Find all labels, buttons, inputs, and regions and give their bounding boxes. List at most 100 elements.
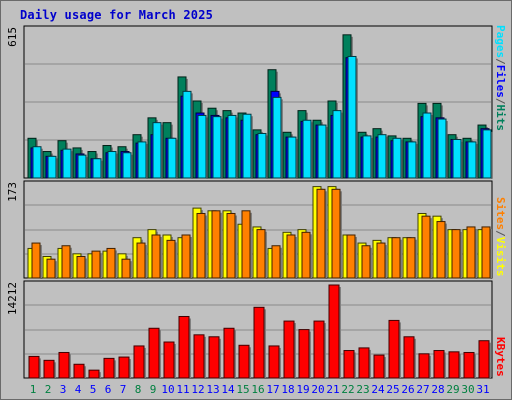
day-label: 31 <box>476 383 489 396</box>
pages-bar <box>482 129 492 179</box>
day-label: 15 <box>236 383 249 396</box>
day-label: 2 <box>45 383 52 396</box>
sites-bar <box>466 226 476 279</box>
middle-ymax-label: 173 <box>6 182 19 202</box>
kbytes-bar <box>388 319 400 379</box>
pages-bar <box>62 148 72 179</box>
kbytes-bar <box>58 351 70 379</box>
kbytes-bar <box>133 345 145 379</box>
kbytes-bar <box>298 329 310 379</box>
sites-bar <box>406 237 416 279</box>
kbytes-bar <box>118 356 130 379</box>
kbytes-bar <box>463 351 475 379</box>
kbytes-bar <box>193 334 205 379</box>
pages-bar <box>182 90 192 179</box>
pages-bar <box>317 124 327 179</box>
pages-bar <box>242 113 252 179</box>
sites-bar <box>181 234 191 279</box>
legend-hits: Hits <box>494 104 507 132</box>
day-label: 11 <box>176 383 189 396</box>
middle-legend: Sites/Visits <box>494 197 507 277</box>
sites-bar <box>61 245 71 279</box>
pages-bar <box>452 138 462 179</box>
pages-bar <box>467 141 477 179</box>
sites-bar <box>211 210 221 279</box>
day-label: 12 <box>191 383 204 396</box>
sites-bar <box>106 247 116 279</box>
pages-bar <box>47 155 57 179</box>
sites-bar <box>436 221 446 279</box>
sites-bar <box>31 242 41 279</box>
day-label: 14 <box>221 383 235 396</box>
day-label: 22 <box>341 383 354 396</box>
day-label: 21 <box>326 383 339 396</box>
pages-bar <box>392 137 402 179</box>
pages-bar <box>287 136 297 179</box>
sites-bar <box>241 210 251 279</box>
day-label: 19 <box>296 383 309 396</box>
day-label: 28 <box>431 383 444 396</box>
sites-bar <box>451 229 461 279</box>
day-label: 27 <box>416 383 429 396</box>
top-ymax-label: 615 <box>6 27 19 47</box>
day-label: 1 <box>30 383 37 396</box>
pages-bar <box>32 146 42 179</box>
pages-bar <box>257 132 267 179</box>
kbytes-bar <box>328 284 340 379</box>
bottom-legend: KBytes <box>494 337 507 377</box>
day-label: 26 <box>401 383 414 396</box>
day-label: 4 <box>75 383 82 396</box>
sites-bar <box>481 226 491 279</box>
legend-pages: Pages <box>494 25 507 59</box>
kbytes-bar <box>418 353 430 379</box>
legend-sites: Sites <box>494 197 507 231</box>
top-legend: Pages/Files/Hits <box>494 25 507 131</box>
pages-bar <box>167 137 177 179</box>
kbytes-bar <box>103 357 115 379</box>
kbytes-bar <box>28 355 40 379</box>
kbytes-bar <box>403 336 415 379</box>
pages-bar <box>107 151 117 179</box>
pages-bar <box>302 119 312 179</box>
legend-kbytes: KBytes <box>494 337 507 377</box>
day-label: 20 <box>311 383 324 396</box>
pages-bar <box>377 134 387 179</box>
day-label: 8 <box>135 383 142 396</box>
kbytes-bar <box>238 344 250 379</box>
day-label: 13 <box>206 383 219 396</box>
kbytes-bar <box>373 354 385 379</box>
kbytes-bar <box>208 336 220 379</box>
day-label: 24 <box>371 383 385 396</box>
day-label: 5 <box>90 383 97 396</box>
sites-bar <box>271 245 281 279</box>
sites-bar <box>421 215 431 279</box>
pages-bar <box>332 110 342 179</box>
pages-bar <box>197 114 207 179</box>
sites-bar <box>196 212 206 279</box>
pages-bar <box>152 122 162 179</box>
sites-bar <box>121 258 131 279</box>
day-label: 23 <box>356 383 369 396</box>
sites-bar <box>391 237 401 279</box>
day-label: 9 <box>150 383 157 396</box>
pages-bar <box>407 141 417 179</box>
bottom-ymax-label: 14212 <box>6 282 19 316</box>
sites-bar <box>286 234 296 279</box>
legend-files: Files <box>494 64 507 98</box>
pages-bar <box>422 112 432 179</box>
kbytes-bar <box>223 327 235 379</box>
pages-bar <box>77 154 87 179</box>
day-label: 16 <box>251 383 264 396</box>
kbytes-bar <box>148 327 160 379</box>
sites-bar <box>136 242 146 279</box>
sites-bar <box>256 229 266 279</box>
sites-bar <box>91 250 101 279</box>
kbytes-bar <box>478 340 490 379</box>
sites-bar <box>316 188 326 279</box>
kbytes-bar <box>43 359 55 379</box>
kbytes-bar <box>313 320 325 379</box>
kbytes-bar <box>163 341 175 379</box>
day-label: 7 <box>120 383 127 396</box>
